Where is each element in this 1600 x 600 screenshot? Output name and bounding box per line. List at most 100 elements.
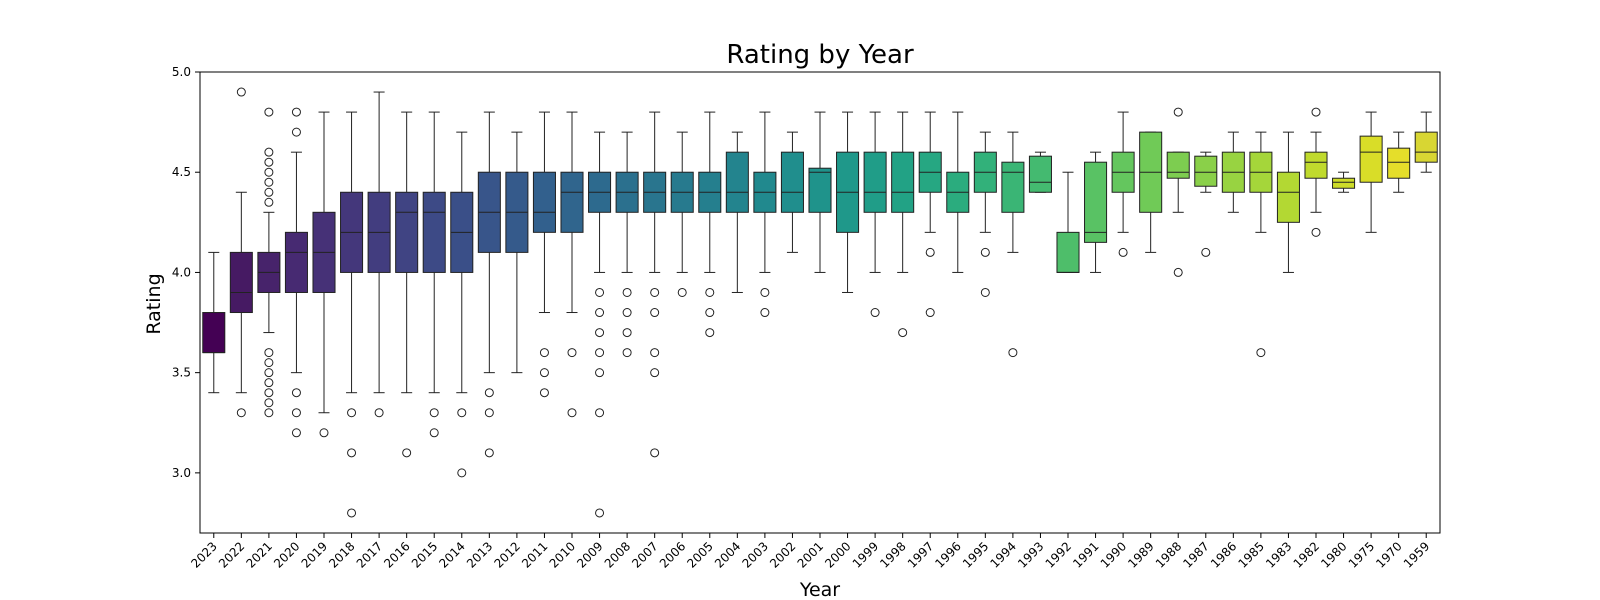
outlier-point: [457, 468, 467, 478]
iqr-box: [725, 151, 749, 213]
box-group: [505, 131, 529, 374]
outlier-point: [622, 287, 632, 297]
outlier-point: [595, 308, 605, 318]
outlier-point: [264, 197, 274, 207]
x-tick-label: 1994: [988, 539, 1019, 570]
iqr-box: [780, 151, 804, 213]
box-group: [257, 107, 281, 418]
box-group: [1332, 171, 1356, 193]
x-tick-label: 2005: [684, 539, 715, 570]
x-tick-label: 2003: [740, 539, 771, 570]
box-group: [532, 111, 556, 398]
iqr-box: [395, 191, 419, 273]
box-group: [753, 111, 777, 318]
outlier-point: [1008, 348, 1018, 358]
outlier-point: [291, 388, 301, 398]
iqr-box: [284, 231, 308, 293]
x-tick-label: 2014: [436, 539, 467, 570]
outlier-point: [347, 448, 357, 458]
outlier-point: [347, 408, 357, 418]
outlier-point: [319, 428, 329, 438]
box-group: [973, 131, 997, 297]
box-group: [615, 131, 639, 358]
x-tick-label: 2017: [354, 539, 385, 570]
iqr-box: [1414, 131, 1438, 163]
box-group: [698, 111, 722, 338]
outlier-point: [980, 247, 990, 257]
iqr-box: [863, 151, 887, 213]
outlier-point: [650, 308, 660, 318]
outlier-point: [264, 157, 274, 167]
x-tick-label: 2013: [464, 539, 495, 570]
x-tick-label: 2021: [244, 539, 275, 570]
iqr-box: [1332, 177, 1356, 189]
box-group: [422, 111, 446, 438]
outlier-point: [1173, 107, 1183, 117]
x-tick-label: 2015: [409, 539, 440, 570]
x-tick-label: 2002: [767, 539, 798, 570]
x-tick-label: 2001: [795, 539, 826, 570]
outlier-point: [622, 348, 632, 358]
outlier-point: [567, 348, 577, 358]
outlier-point: [484, 388, 494, 398]
outlier-point: [291, 428, 301, 438]
box-group: [946, 111, 970, 273]
plot-area: 3.03.54.04.55.02023202220212020201920182…: [172, 65, 1441, 571]
box-group: [1056, 171, 1080, 273]
box-group: [395, 111, 419, 458]
outlier-point: [705, 287, 715, 297]
x-tick-label: 1995: [960, 539, 991, 570]
box-group: [560, 111, 584, 418]
iqr-box: [229, 251, 253, 314]
box-group: [891, 111, 915, 338]
outlier-point: [650, 448, 660, 458]
outlier-point: [457, 408, 467, 418]
outlier-point: [264, 368, 274, 378]
x-axis-label: Year: [799, 579, 840, 600]
outlier-point: [264, 187, 274, 197]
outlier-point: [1173, 267, 1183, 277]
iqr-box: [1304, 151, 1328, 179]
x-tick-label: 2011: [519, 539, 550, 570]
outlier-point: [1311, 107, 1321, 117]
x-tick-label: 1970: [1373, 539, 1404, 570]
box-group: [670, 131, 694, 297]
y-tick-label: 3.5: [172, 366, 191, 380]
x-tick-label: 1980: [1318, 539, 1349, 570]
box-group: [1276, 131, 1300, 273]
x-tick-label: 2008: [602, 539, 633, 570]
box-group: [1111, 111, 1135, 257]
box-group: [918, 111, 942, 318]
outlier-point: [980, 287, 990, 297]
outlier-point: [539, 388, 549, 398]
x-tick-label: 1993: [1015, 539, 1046, 570]
box-group: [1001, 131, 1025, 358]
outlier-point: [677, 287, 687, 297]
x-tick-label: 1982: [1291, 539, 1322, 570]
x-tick-label: 1959: [1401, 539, 1432, 570]
box-group: [1387, 131, 1411, 193]
x-tick-label: 1990: [1098, 539, 1129, 570]
outlier-point: [264, 348, 274, 358]
iqr-box: [1387, 147, 1411, 179]
outlier-point: [539, 368, 549, 378]
outlier-point: [650, 368, 660, 378]
x-tick-label: 1991: [1070, 539, 1101, 570]
iqr-box: [1276, 171, 1300, 223]
box-group: [1249, 131, 1273, 358]
x-tick-label: 2023: [188, 539, 219, 570]
x-tick-label: 1983: [1263, 539, 1294, 570]
outlier-point: [705, 328, 715, 338]
outlier-point: [291, 408, 301, 418]
iqr-box: [560, 171, 584, 233]
outlier-point: [429, 408, 439, 418]
outlier-point: [264, 388, 274, 398]
box-group: [367, 91, 391, 418]
outlier-point: [264, 398, 274, 408]
iqr-box: [202, 312, 226, 354]
x-tick-label: 2022: [216, 539, 247, 570]
x-tick-label: 1999: [850, 539, 881, 570]
outlier-point: [291, 127, 301, 137]
outlier-point: [595, 287, 605, 297]
